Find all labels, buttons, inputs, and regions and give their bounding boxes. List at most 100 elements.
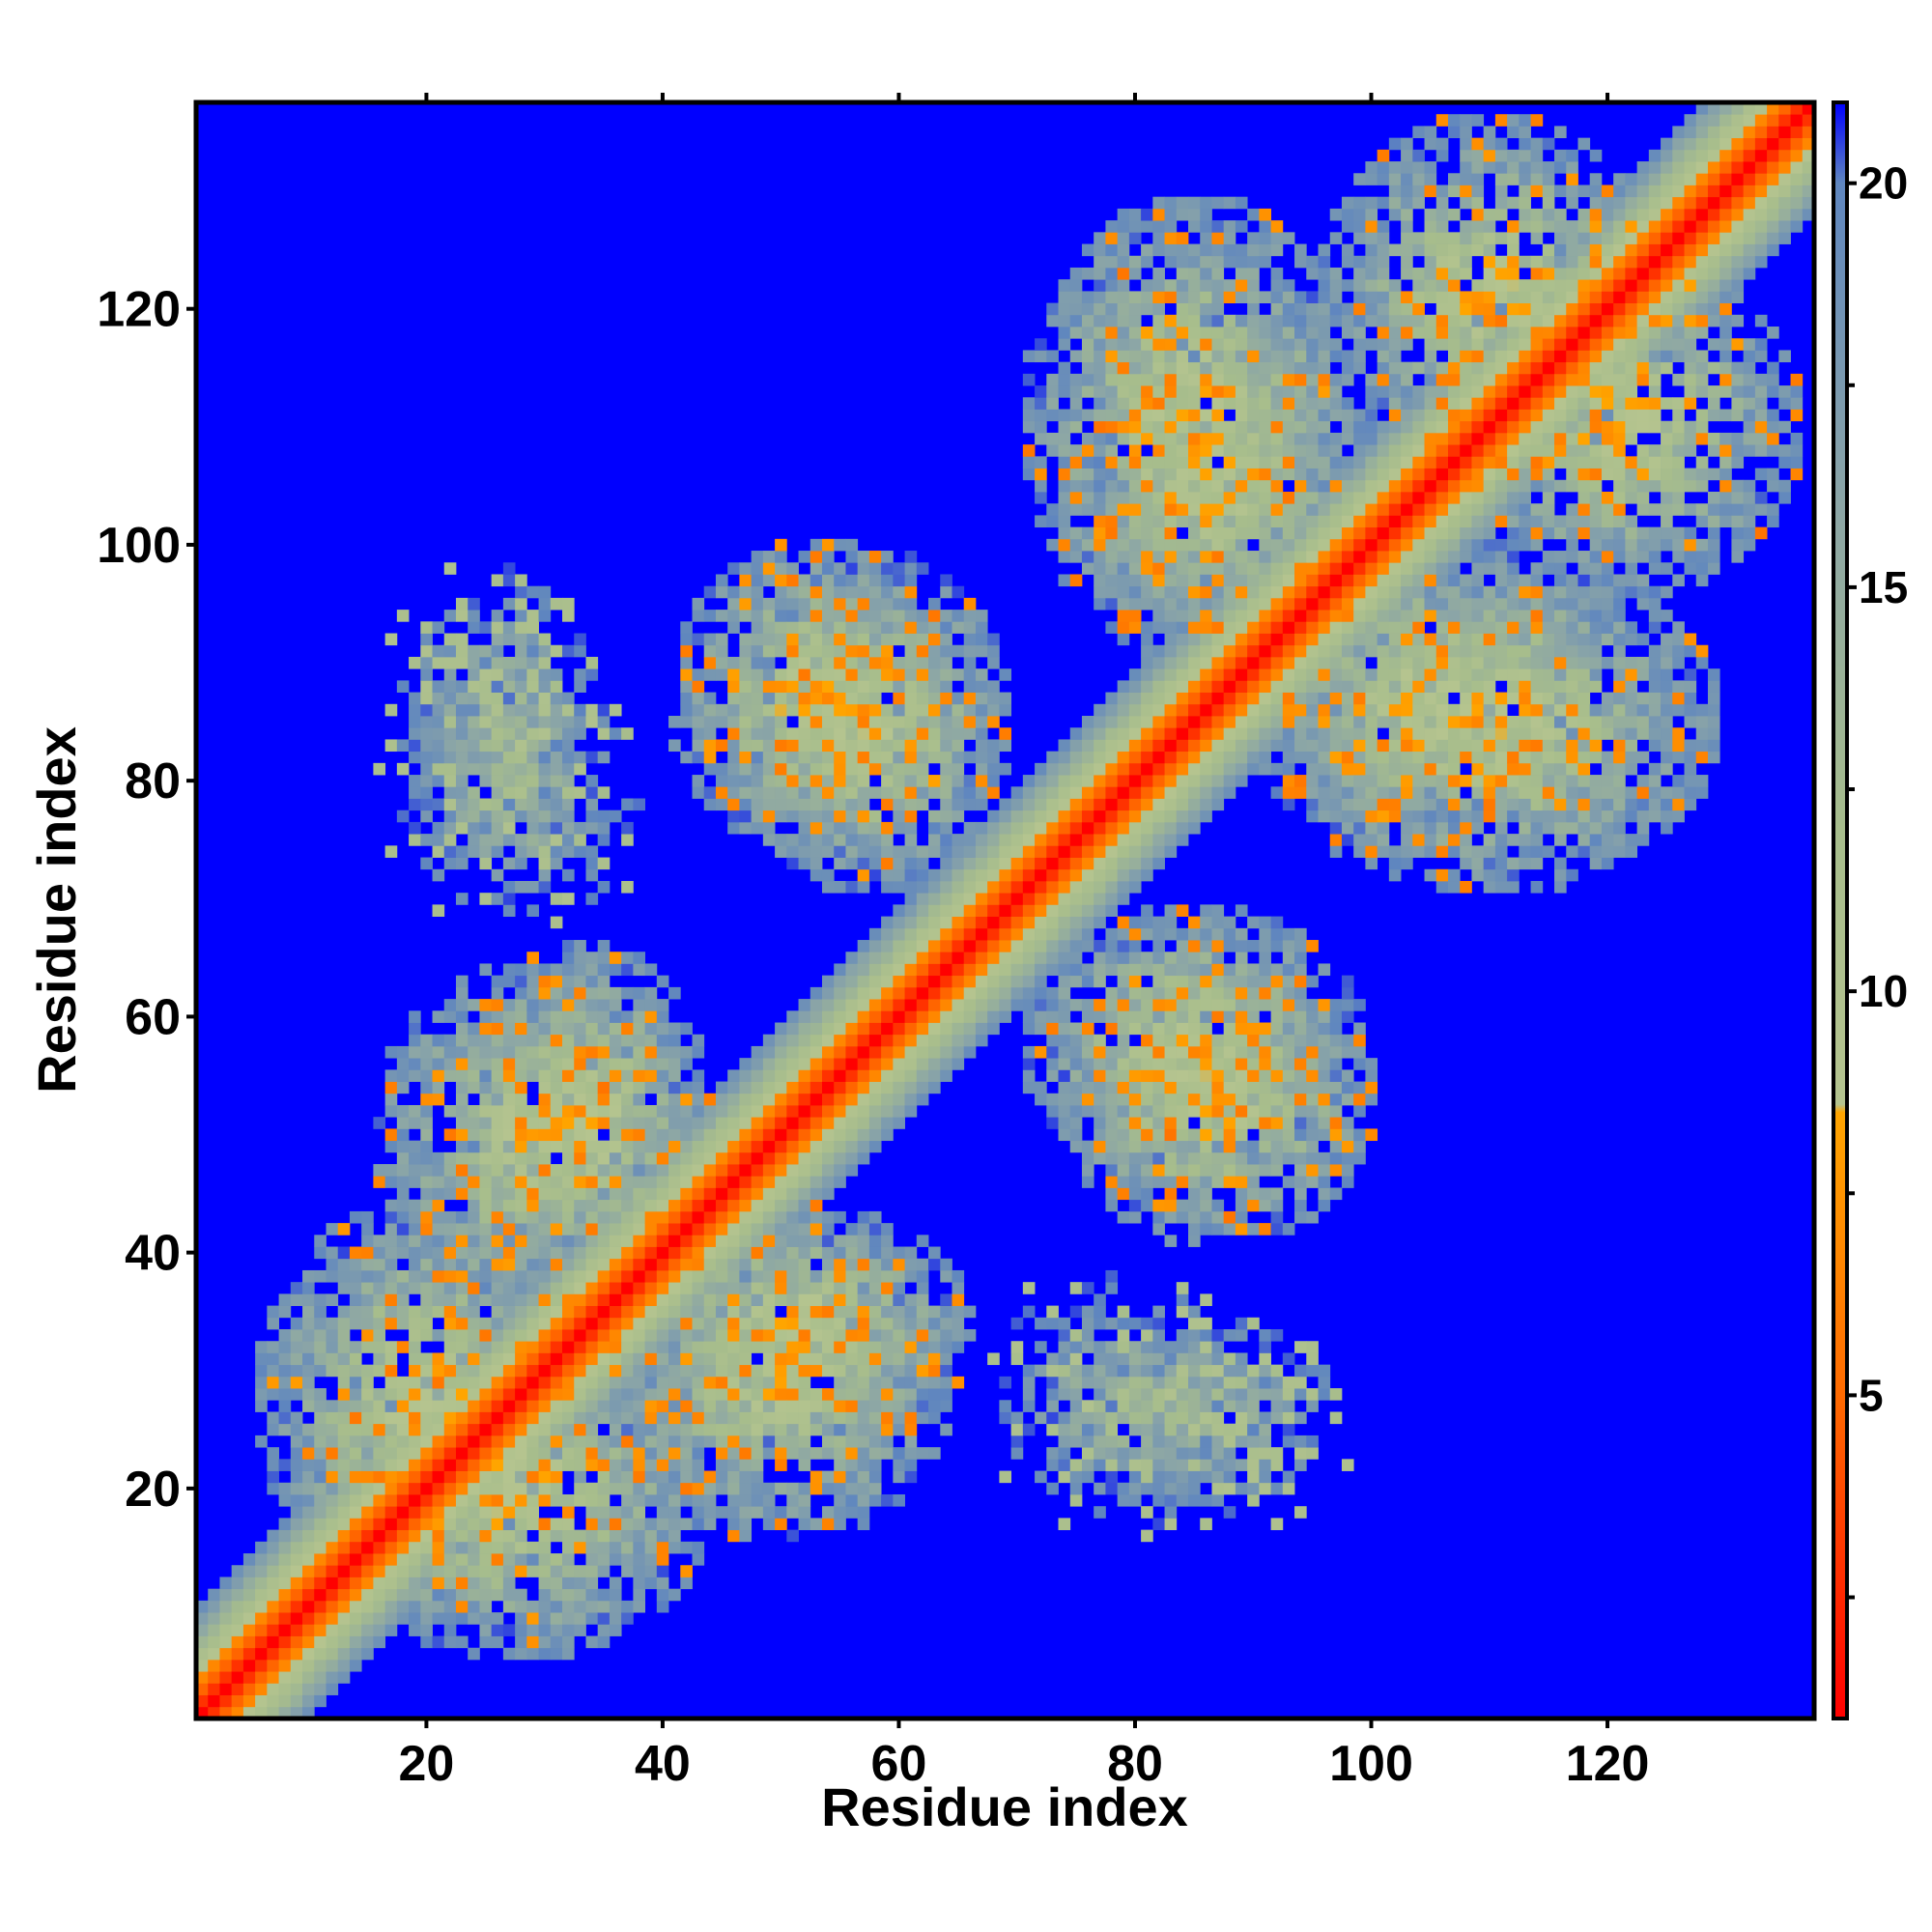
heatmap-cell — [834, 1269, 846, 1283]
heatmap-cell — [1094, 999, 1106, 1011]
heatmap-cell — [1176, 1388, 1189, 1401]
heatmap-cell — [1081, 1140, 1094, 1153]
heatmap-cell — [420, 1128, 433, 1142]
heatmap-cell — [574, 975, 586, 988]
heatmap-cell — [1022, 810, 1036, 823]
heatmap-cell — [1105, 1341, 1119, 1353]
heatmap-cell — [455, 1081, 469, 1094]
heatmap-cell — [479, 668, 493, 681]
heatmap-cell — [1105, 444, 1119, 457]
heatmap-cell — [952, 621, 965, 634]
heatmap-cell — [1152, 1010, 1165, 1023]
heatmap-cell — [633, 1187, 645, 1201]
heatmap-cell — [491, 668, 504, 681]
heatmap-cell — [868, 1459, 882, 1471]
heatmap-cell — [703, 1341, 717, 1353]
heatmap-cell — [1200, 1352, 1212, 1366]
heatmap-cell — [834, 1210, 846, 1224]
heatmap-cell — [337, 1411, 351, 1425]
heatmap-cell — [821, 739, 835, 753]
heatmap-cell — [952, 762, 965, 776]
heatmap-cell — [1200, 1176, 1212, 1188]
heatmap-cell — [916, 893, 929, 905]
heatmap-cell — [715, 798, 728, 811]
heatmap-cell — [255, 1400, 268, 1412]
heatmap-cell — [1117, 1435, 1130, 1448]
heatmap-cell — [868, 621, 882, 634]
heatmap-cell — [703, 1493, 717, 1507]
heatmap-cell — [420, 1293, 433, 1306]
heatmap-cell — [1069, 1117, 1083, 1129]
heatmap-cell — [432, 1223, 445, 1236]
heatmap-cell — [739, 1411, 753, 1425]
heatmap-cell — [443, 1635, 457, 1649]
heatmap-cell — [278, 1541, 292, 1554]
heatmap-cell — [1094, 821, 1106, 835]
heatmap-cell — [786, 1187, 799, 1201]
heatmap-cell — [775, 1151, 787, 1165]
heatmap-cell — [409, 1282, 421, 1294]
heatmap-cell — [609, 1034, 622, 1047]
heatmap-cell — [904, 739, 918, 753]
heatmap-cell — [491, 644, 504, 658]
heatmap-cell — [834, 821, 846, 835]
heatmap-cell — [775, 644, 787, 658]
heatmap-cell — [834, 1010, 846, 1023]
heatmap-cell — [526, 786, 539, 799]
heatmap-cell — [1128, 916, 1142, 929]
heatmap-cell — [1105, 821, 1119, 835]
heatmap-cell — [928, 739, 941, 753]
heatmap-cell — [845, 963, 859, 977]
heatmap-cell — [208, 1683, 220, 1695]
heatmap-cell — [703, 1482, 717, 1495]
heatmap-cell — [384, 1210, 398, 1224]
heatmap-cell — [1152, 1447, 1165, 1460]
heatmap-cell — [1010, 786, 1024, 799]
heatmap-cell — [834, 656, 846, 669]
heatmap-cell — [409, 1435, 421, 1448]
heatmap-cell — [290, 1506, 303, 1519]
heatmap-cell — [868, 1045, 882, 1059]
heatmap-cell — [940, 1305, 952, 1319]
heatmap-cell — [798, 1411, 811, 1425]
heatmap-cell — [775, 845, 787, 858]
heatmap-cell — [420, 1553, 433, 1566]
heatmap-cell — [821, 1117, 835, 1129]
heatmap-cell — [751, 562, 764, 575]
heatmap-cell — [538, 1269, 552, 1283]
heatmap-cell — [609, 1529, 622, 1543]
heatmap-cell — [834, 1400, 846, 1412]
heatmap-cell — [940, 893, 952, 905]
heatmap-cell — [940, 680, 952, 693]
heatmap-cell — [1069, 503, 1083, 516]
heatmap-cell — [1164, 585, 1178, 599]
heatmap-cell — [409, 1069, 421, 1082]
heatmap-cell — [904, 1104, 918, 1118]
heatmap-cell — [585, 952, 599, 964]
heatmap-cell — [1117, 243, 1130, 257]
heatmap-cell — [1141, 916, 1153, 929]
heatmap-cell — [526, 1199, 539, 1212]
heatmap-cell — [479, 1600, 493, 1613]
heatmap-cell — [821, 1388, 835, 1401]
heatmap-cell — [692, 610, 705, 622]
heatmap-cell — [692, 680, 705, 693]
heatmap-cell — [810, 703, 823, 717]
heatmap-cell — [1152, 420, 1165, 434]
heatmap-cell — [857, 610, 870, 622]
heatmap-cell — [526, 1376, 539, 1389]
heatmap-cell — [420, 1400, 433, 1412]
heatmap-cell — [739, 1293, 753, 1306]
heatmap-cell — [432, 1305, 445, 1319]
heatmap-cell — [644, 1435, 658, 1448]
heatmap-cell — [1105, 1151, 1119, 1165]
heatmap-cell — [703, 610, 717, 622]
heatmap-cell — [928, 868, 941, 882]
heatmap-cell — [585, 1352, 599, 1366]
heatmap-cell — [468, 1341, 480, 1353]
heatmap-cell — [857, 868, 870, 882]
heatmap-cell — [1081, 786, 1094, 799]
heatmap-cell — [893, 1376, 905, 1389]
heatmap-cell — [314, 1647, 327, 1661]
heatmap-cell — [1058, 1435, 1071, 1448]
